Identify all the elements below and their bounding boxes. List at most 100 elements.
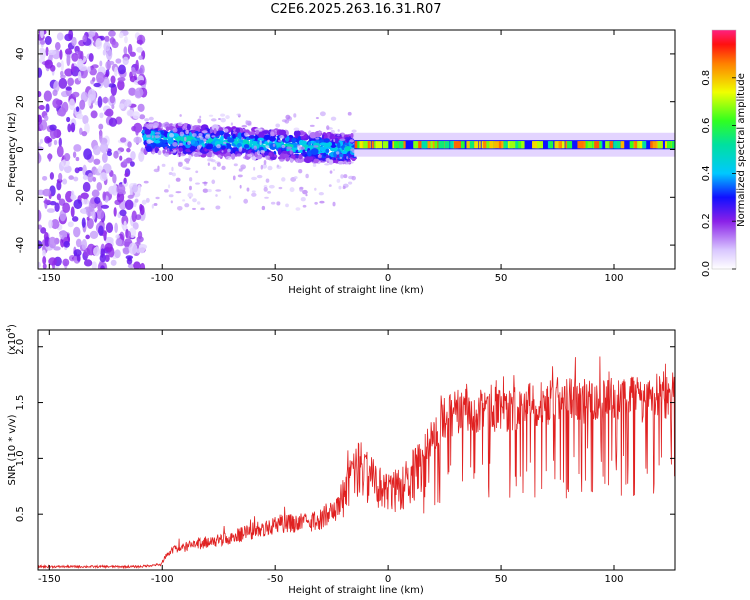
heatmap-halo-cell xyxy=(204,134,211,139)
heatmap-line-cell xyxy=(609,141,613,149)
heatmap-noise-cell xyxy=(47,49,57,56)
heatmap-noise-cell xyxy=(46,208,56,213)
heatmap-noise-cell xyxy=(123,220,127,231)
heatmap-noise-cell xyxy=(58,172,63,181)
snr-x-tick-label: -150 xyxy=(38,574,61,585)
snr-multiplier: (x104) xyxy=(5,324,18,355)
heatmap-halo-cell xyxy=(276,164,280,168)
heatmap-line-cell xyxy=(357,141,362,149)
heatmap-line-cell xyxy=(585,141,588,149)
heatmap-noise-cell xyxy=(38,261,41,269)
heatmap-signal-cell xyxy=(278,129,287,136)
heatmap-noise-cell xyxy=(99,253,107,263)
heatmap-signal-cell xyxy=(299,140,307,146)
heatmap-noise-cell xyxy=(97,96,103,108)
heatmap-noise-cell xyxy=(43,90,52,102)
heatmap-line-cell xyxy=(657,141,662,149)
heatmap-noise-cell xyxy=(116,192,125,203)
heatmap-signal-cell xyxy=(213,127,217,135)
heatmap-noise-cell xyxy=(68,175,74,180)
heatmap-noise-cell xyxy=(102,97,109,104)
heatmap-halo-cell xyxy=(293,113,297,118)
heatmap-noise-cell xyxy=(136,46,143,53)
heatmap-line-cell xyxy=(421,141,427,149)
heatmap-halo-cell xyxy=(233,163,238,167)
heatmap-noise-cell xyxy=(81,199,90,205)
heatmap-line-cell xyxy=(375,141,383,149)
heatmap-noise-cell xyxy=(98,123,104,130)
heatmap-noise-cell xyxy=(48,236,57,249)
heatmap-noise-cell xyxy=(82,114,89,125)
heatmap-halo-cell xyxy=(295,207,301,211)
heatmap-line-cell xyxy=(607,141,610,149)
heatmap-line-cell xyxy=(532,141,539,149)
heatmap-halo-cell xyxy=(266,139,270,143)
heatmap-noise-cell xyxy=(124,100,132,108)
heatmap-halo-cell xyxy=(318,154,322,159)
snr-x-tick-label: 0 xyxy=(385,574,391,585)
heatmap-line-cell xyxy=(501,141,506,149)
snr-y-tick-label: 2.0 xyxy=(15,339,26,355)
heatmap-signal-cell xyxy=(227,137,235,143)
heatmap-noise-cell xyxy=(49,124,57,131)
heatmap-noise-cell xyxy=(123,159,128,166)
heatmap-signal-cell xyxy=(178,147,183,152)
heatmap-line-cell xyxy=(474,141,479,149)
heatmap-line-cell xyxy=(577,141,584,149)
heatmap-halo-cell xyxy=(216,144,221,149)
heatmap-noise-cell xyxy=(71,52,79,62)
heatmap-halo-cell xyxy=(223,128,229,133)
heatmap-noise-cell xyxy=(131,210,137,223)
heatmap-signal-cell xyxy=(309,156,314,161)
heatmap-noise-cell xyxy=(122,247,130,255)
heatmap-signal-cell xyxy=(167,137,174,145)
heatmap-halo-cell xyxy=(300,197,306,202)
heatmap-halo-cell xyxy=(265,145,270,149)
heatmap-signal-cell xyxy=(220,135,224,142)
heatmap-noise-cell xyxy=(71,63,75,73)
heatmap-noise-cell xyxy=(64,48,73,55)
heatmap-line-cell xyxy=(515,141,519,149)
heatmap-halo-cell xyxy=(299,186,304,190)
heatmap-noise-cell xyxy=(54,42,61,51)
heatmap-noise-cell xyxy=(76,113,84,120)
heatmap-halo-cell xyxy=(215,189,222,192)
heatmap-noise-cell xyxy=(72,91,80,98)
heatmap-noise-cell xyxy=(38,146,44,152)
heatmap-halo-cell xyxy=(329,170,333,174)
heatmap-halo-cell xyxy=(349,139,354,143)
heatmap-halo-cell xyxy=(197,118,202,124)
heatmap-signal-cell xyxy=(208,151,212,158)
heatmap-signal-cell xyxy=(323,152,327,157)
heatmap-noise-cell xyxy=(81,208,87,214)
heatmap-noise-cell xyxy=(70,206,75,218)
heatmap-noise-cell xyxy=(131,184,138,193)
heatmap-noise-cell xyxy=(74,45,80,54)
heatmap-halo-cell xyxy=(179,153,186,157)
heatmap-halo-cell xyxy=(328,184,332,187)
heatmap-line-cell xyxy=(450,141,457,149)
heatmap-halo-cell xyxy=(351,175,356,181)
spectrogram-x-tick-label: -50 xyxy=(267,273,283,284)
heatmap-noise-cell xyxy=(86,216,90,221)
heatmap-line-cell xyxy=(466,141,473,149)
heatmap-halo-cell xyxy=(243,132,249,136)
heatmap-noise-cell xyxy=(110,259,117,266)
heatmap-halo-cell xyxy=(185,161,190,164)
heatmap-signal-cell xyxy=(307,150,312,157)
heatmap-signal-cell xyxy=(176,127,183,132)
heatmap-halo-cell xyxy=(238,168,243,172)
heatmap-halo-cell xyxy=(168,184,171,189)
heatmap-line-cell xyxy=(431,141,437,149)
heatmap-halo-cell xyxy=(251,190,256,193)
heatmap-halo-cell xyxy=(184,136,187,142)
heatmap-halo-cell xyxy=(168,194,174,198)
heatmap-noise-cell xyxy=(104,35,110,43)
heatmap-halo-cell xyxy=(227,148,231,153)
heatmap-halo-cell xyxy=(325,157,331,162)
heatmap-line-cell xyxy=(666,141,672,149)
heatmap-noise-cell xyxy=(49,201,57,206)
heatmap-halo-cell xyxy=(216,162,221,167)
heatmap-halo-cell xyxy=(333,138,336,143)
heatmap-halo-cell xyxy=(279,135,285,140)
